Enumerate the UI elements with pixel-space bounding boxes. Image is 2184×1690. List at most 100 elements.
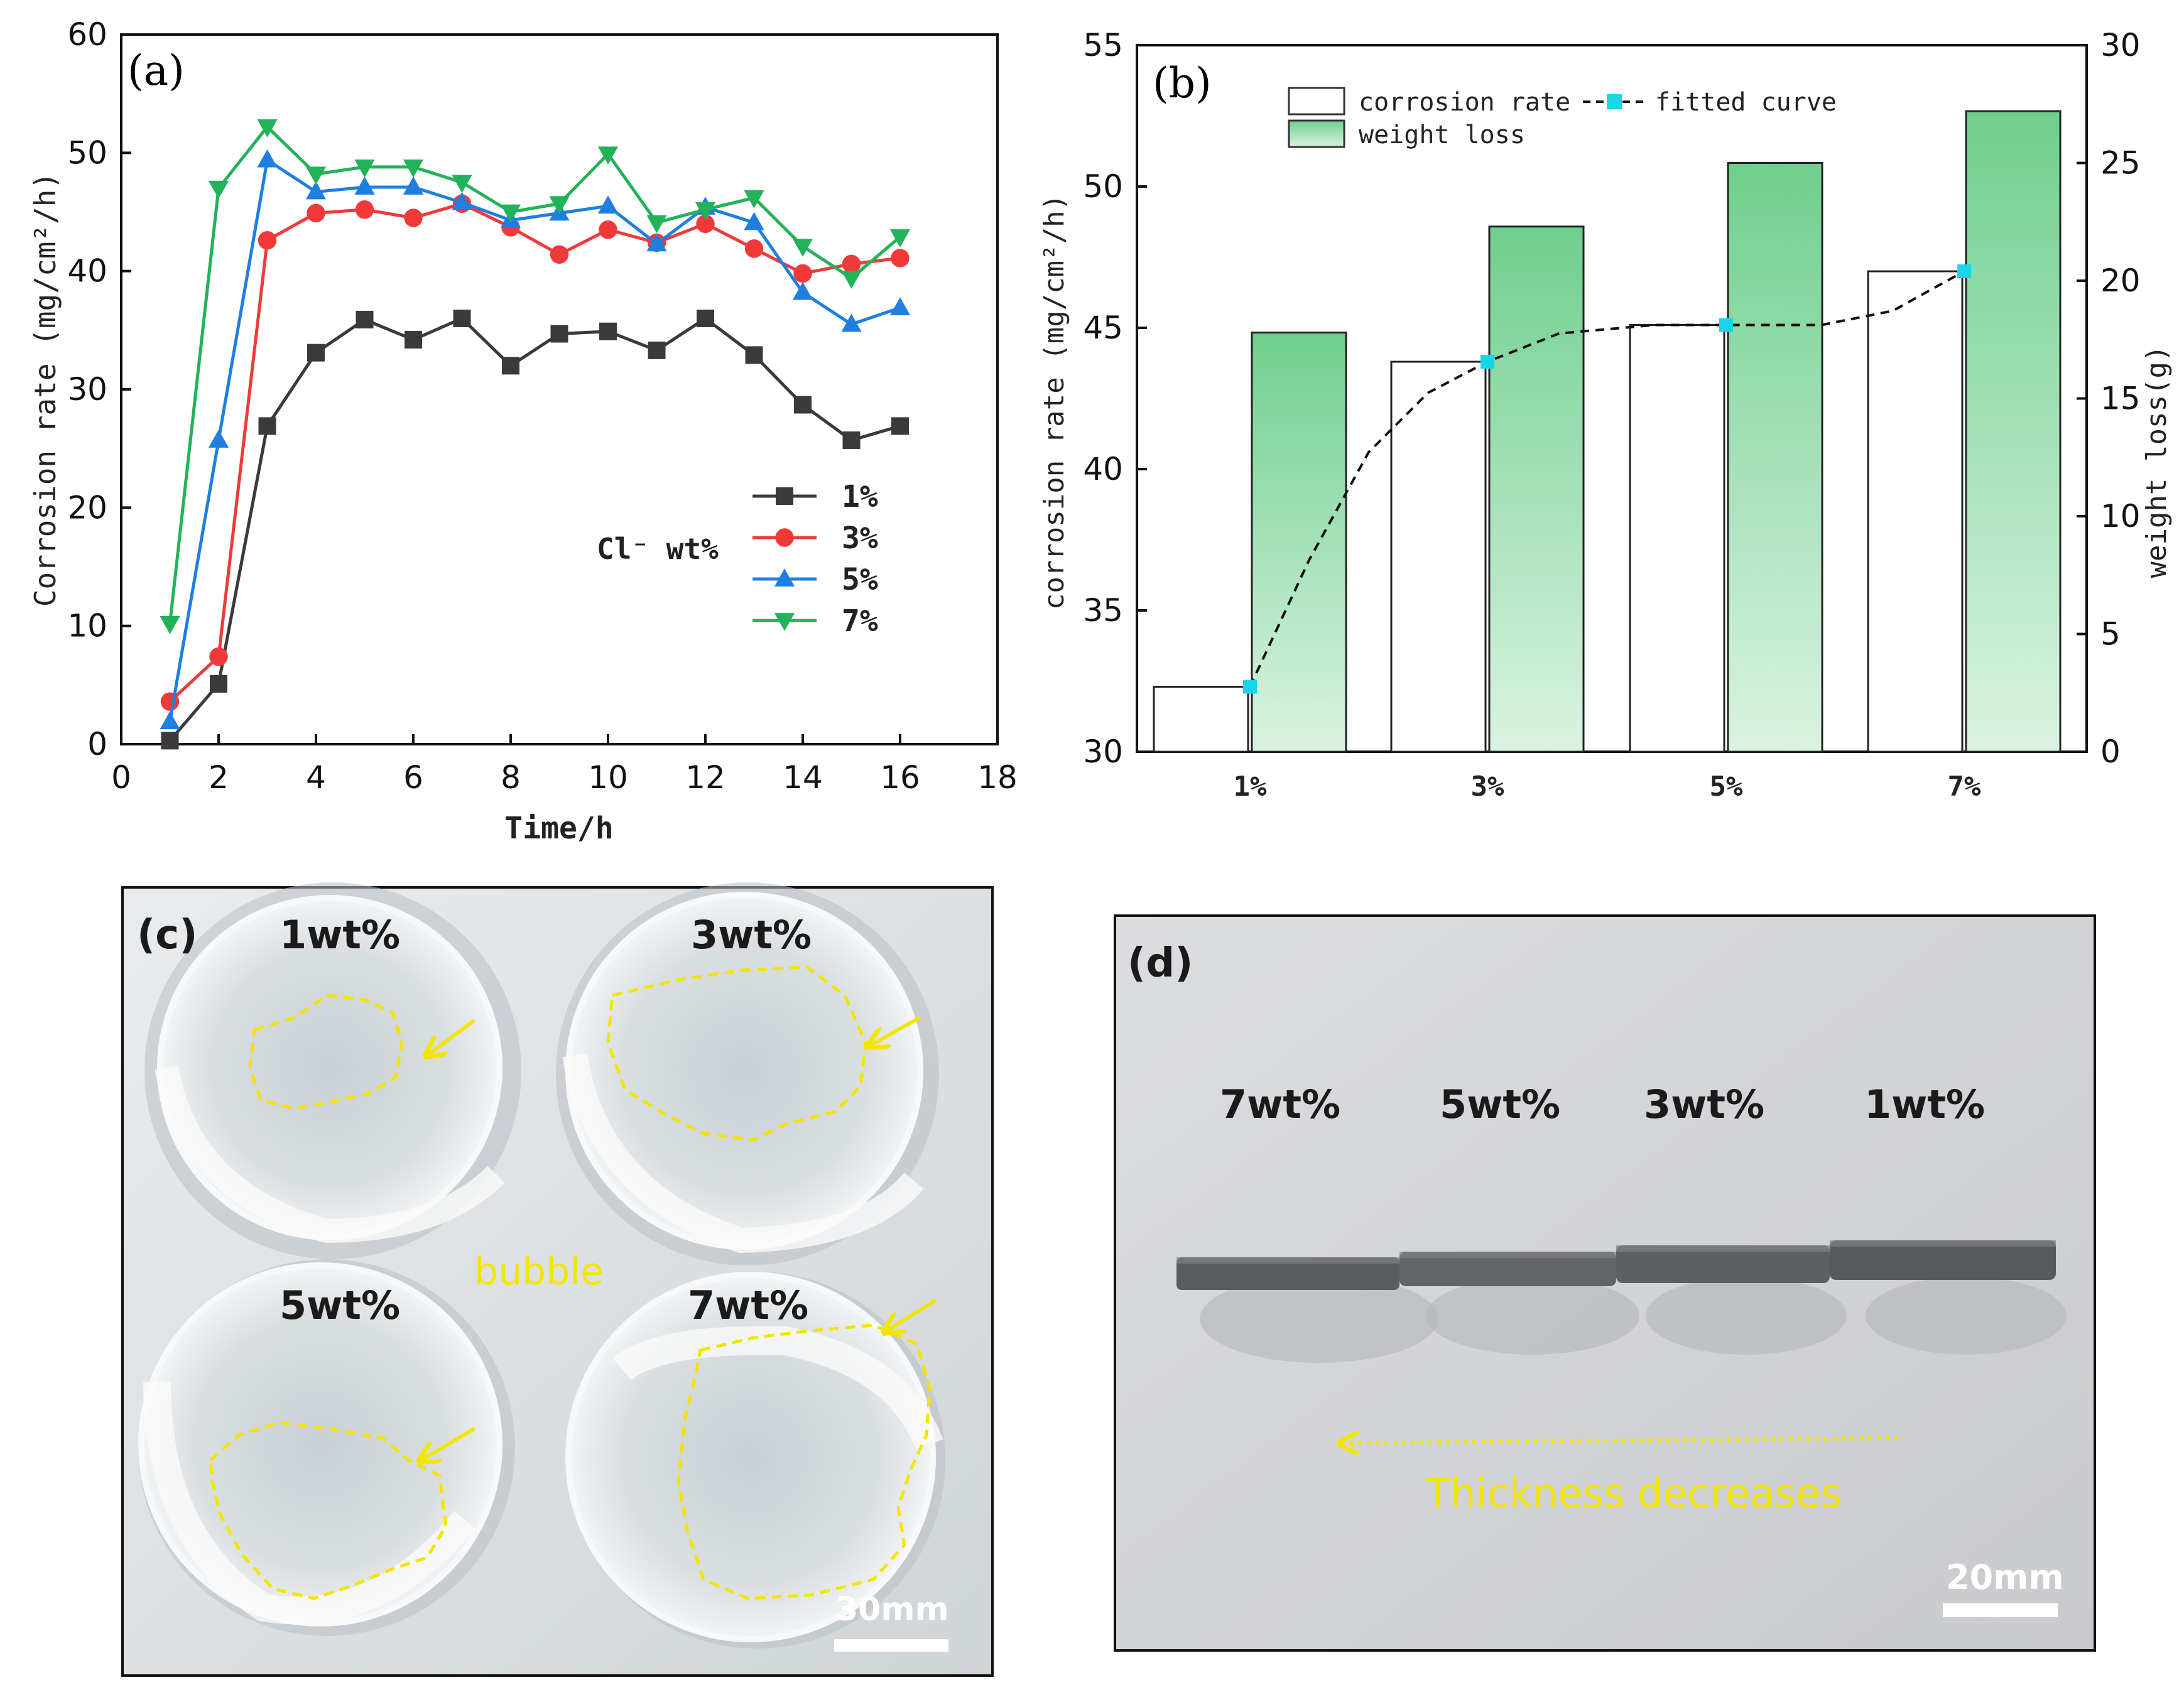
well-3wt [556, 882, 939, 1265]
y2-tick-label: 20 [2100, 263, 2141, 299]
legend-marker-5% [774, 568, 795, 587]
data-point-1% [697, 310, 714, 327]
photo-panel-d: (d) 7wt% 5wt% 3wt% 1wt% Thickness decrea… [1114, 914, 2096, 1652]
x-category-label: 7% [1948, 771, 1981, 803]
well-1wt [144, 882, 521, 1259]
disc-label-3wt: 3wt% [1644, 1081, 1764, 1127]
photo-c-label: (c) [137, 912, 197, 958]
photo-panel-c: (c) 1wt% 3wt% 5wt% 7wt% bubble 30mm [121, 882, 994, 1677]
data-point-3% [891, 249, 910, 268]
bar-corrosion-5% [1629, 324, 1725, 753]
bar-weight-3% [1488, 225, 1585, 753]
data-point-3% [307, 203, 325, 223]
x-category-label: 5% [1710, 771, 1743, 803]
legend-marker-fitted [1607, 94, 1622, 109]
x-tick-label: 2 [209, 759, 229, 796]
well-label-1wt: 1wt% [280, 912, 400, 958]
y-tick-label: 55 [1083, 27, 1123, 63]
data-point-7% [646, 215, 667, 234]
chart-b-y2label: weight loss(g) [2141, 345, 2173, 578]
data-point-3% [744, 239, 764, 258]
data-point-1% [307, 344, 325, 362]
data-point-7% [792, 239, 813, 257]
legend-marker-3% [775, 528, 794, 547]
data-point-7% [452, 175, 472, 193]
y2-tick-label: 5 [2100, 616, 2121, 653]
data-point-1% [745, 346, 763, 364]
data-point-7% [160, 616, 180, 634]
y2-tick-label: 30 [2100, 27, 2141, 63]
data-point-3% [404, 209, 423, 227]
series-line-5% [168, 157, 901, 722]
y-tick-label: 20 [67, 489, 107, 526]
fitted-point-5% [1719, 318, 1733, 332]
series-line-7% [168, 124, 901, 624]
data-point-5% [889, 297, 911, 315]
data-point-3% [550, 245, 569, 264]
disc-label-7wt: 7wt% [1220, 1081, 1340, 1127]
data-point-7% [889, 229, 911, 247]
legend-label-5%: 5% [842, 562, 878, 597]
data-point-1% [794, 396, 812, 414]
x-tick-label: 12 [685, 759, 725, 796]
y2-tick-label: 25 [2100, 145, 2141, 181]
data-point-1% [842, 431, 861, 449]
data-point-5% [646, 233, 667, 252]
data-point-1% [161, 732, 179, 750]
data-point-7% [354, 160, 375, 178]
chart-a-ylabel: Corrosion rate (mg/cm²/h) [28, 172, 62, 607]
data-point-5% [257, 149, 278, 168]
disc-5wt [1399, 1252, 1616, 1286]
x-tick-label: 14 [783, 759, 823, 796]
fitted-point-3% [1480, 355, 1494, 369]
data-point-1% [210, 674, 227, 693]
bar-weight-7% [1965, 110, 2062, 753]
data-point-5% [354, 176, 375, 195]
x-category-label: 1% [1234, 771, 1267, 803]
fitted-curve-line [1249, 270, 1965, 688]
disc-label-5wt: 5wt% [1440, 1081, 1560, 1127]
data-point-3% [842, 254, 861, 274]
data-point-3% [793, 264, 812, 283]
y-tick-label: 30 [1083, 734, 1123, 770]
y2-tick-label: 10 [2100, 498, 2141, 534]
data-point-7% [305, 166, 327, 185]
series-line-1% [168, 316, 901, 742]
y-tick-label: 50 [1083, 168, 1123, 205]
y-tick-label: 40 [67, 253, 107, 290]
legend-marker-7% [774, 613, 795, 631]
data-point-5% [597, 195, 619, 214]
legend-label-7%: 7% [842, 604, 878, 639]
data-point-7% [597, 146, 619, 165]
well-label-7wt: 7wt% [688, 1282, 808, 1328]
y-tick-label: 35 [1083, 592, 1123, 629]
data-point-3% [599, 220, 617, 239]
chart-b: 1% 3% 5% 7% 30 35 40 45 50 55 0 5 10 15 20 25 30 (b) co… [1038, 27, 2173, 803]
data-point-5% [208, 430, 229, 448]
x-tick-label: 8 [501, 759, 521, 796]
data-point-1% [891, 417, 909, 435]
data-point-1% [599, 322, 617, 340]
bar-weight-5% [1727, 162, 1823, 753]
legend-swatch-weight [1288, 119, 1345, 148]
y2-tick-label: 15 [2100, 381, 2141, 417]
chart-a-panel-label: (a) [128, 46, 185, 95]
data-point-1% [356, 310, 374, 328]
data-point-5% [160, 711, 180, 730]
well-label-3wt: 3wt% [691, 912, 812, 958]
data-point-7% [549, 196, 570, 215]
data-point-1% [453, 310, 471, 327]
y-tick-label: 60 [67, 16, 107, 53]
data-point-7% [841, 271, 862, 289]
photo-c-scale-label: 30mm [835, 1591, 949, 1628]
chart-b-legend: corrosion rate weight loss fitted curve [1288, 87, 1837, 149]
disc-7wt [1176, 1257, 1399, 1290]
bubble-annotation: bubble [474, 1250, 604, 1294]
data-point-5% [403, 176, 424, 195]
x-tick-label: 6 [403, 759, 423, 796]
data-point-1% [405, 330, 422, 349]
data-point-3% [696, 214, 715, 234]
legend-label-corrosion: corrosion rate [1359, 88, 1570, 117]
